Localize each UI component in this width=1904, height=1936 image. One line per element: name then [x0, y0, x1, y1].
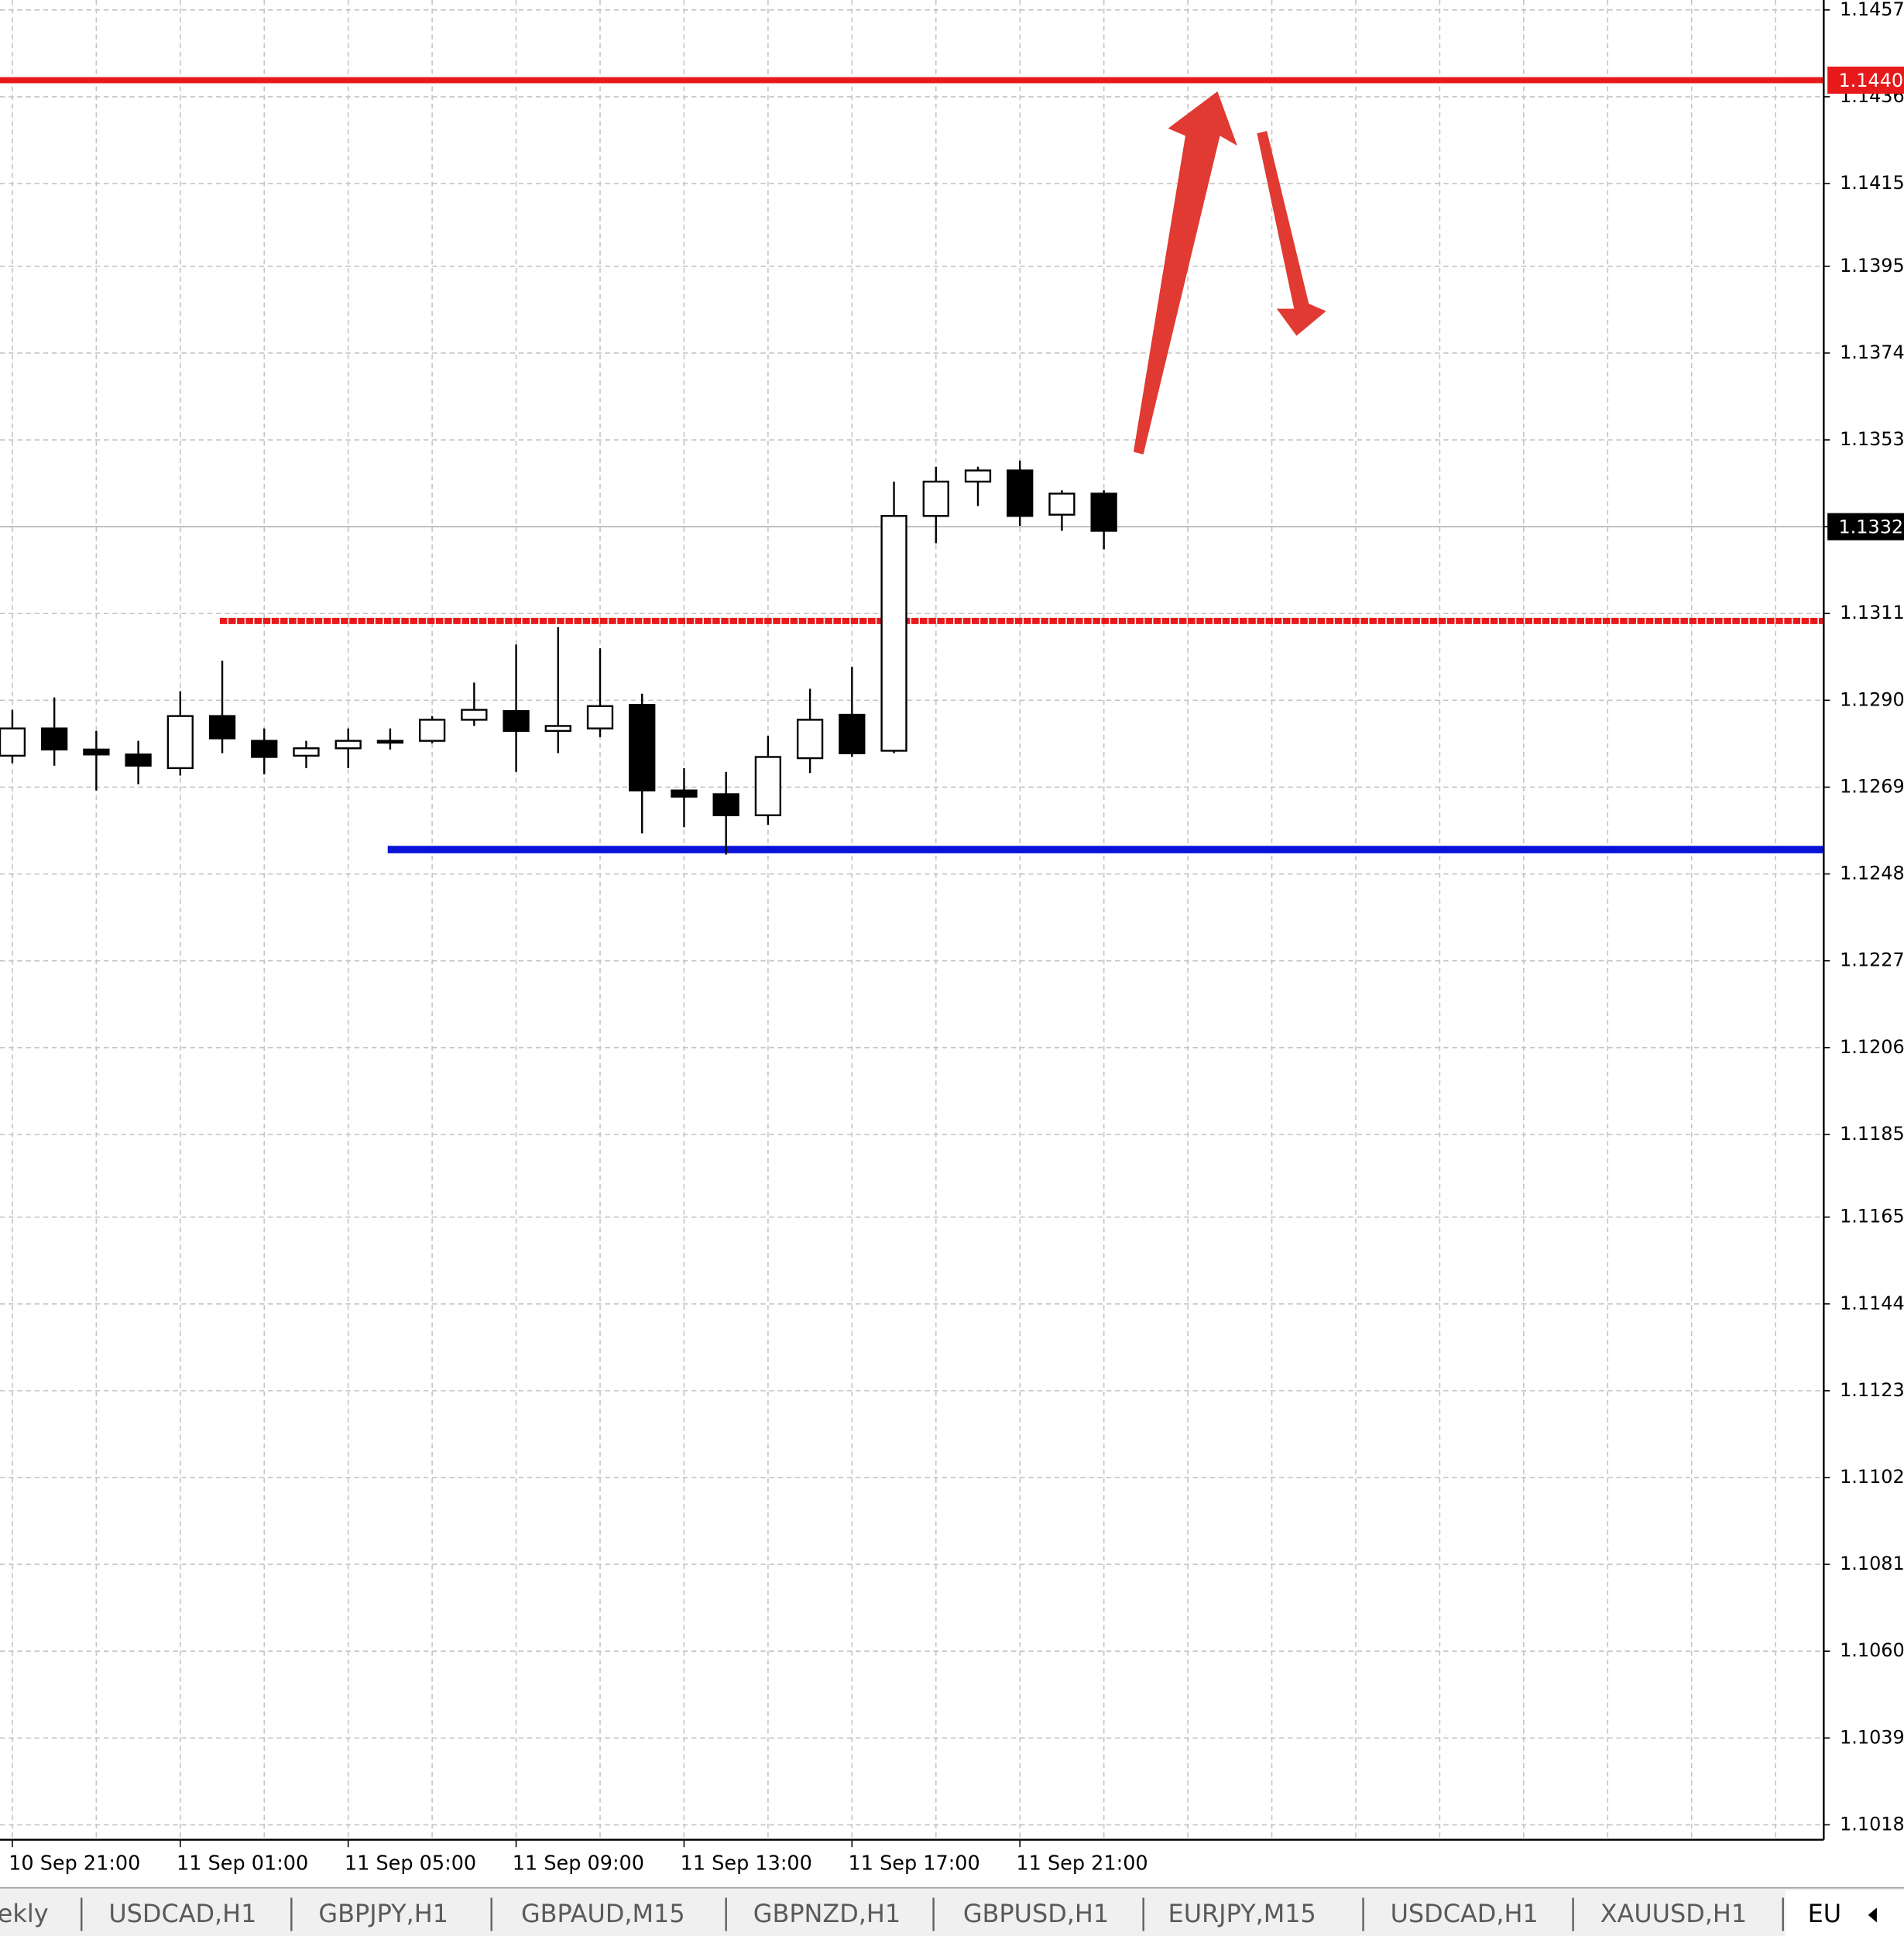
- candle-body: [922, 480, 949, 517]
- y-tick-label: 1.1039: [1840, 1726, 1904, 1748]
- y-tick-label: 1.1415: [1840, 172, 1904, 194]
- candle-body: [629, 704, 656, 791]
- candle-body: [586, 705, 614, 729]
- x-tick-label: 11 Sep 09:00: [513, 1852, 644, 1876]
- tab-scroll-arrow[interactable]: [1868, 1907, 1877, 1923]
- candle-body: [544, 725, 571, 733]
- tab-label[interactable]: EU: [1808, 1899, 1841, 1928]
- candle-body: [754, 756, 782, 816]
- candles: [0, 460, 1117, 855]
- candle-body: [251, 740, 278, 758]
- candle-body: [376, 740, 404, 744]
- candle-body: [166, 715, 194, 770]
- candle-body: [796, 719, 824, 760]
- y-tick-label: 1.1123: [1840, 1379, 1904, 1401]
- tab-label[interactable]: USDCAD,H1: [108, 1899, 256, 1928]
- y-tick-label: 1.1206: [1840, 1036, 1904, 1058]
- candle-body: [880, 515, 907, 752]
- y-tick-label: 1.1290: [1840, 688, 1904, 710]
- y-tick-label: 1.1311: [1840, 602, 1904, 623]
- candle-body: [0, 727, 26, 757]
- annotation-arrow-down: [1257, 131, 1326, 336]
- candle-body: [83, 748, 110, 756]
- axes: 1.14571.14361.14151.13951.13741.13531.13…: [9, 0, 1904, 1876]
- candle-body: [964, 469, 992, 483]
- y-tick-label: 1.1165: [1840, 1206, 1904, 1227]
- tab-label[interactable]: USDCAD,H1: [1391, 1899, 1539, 1928]
- tab-label[interactable]: GBPNZD,H1: [753, 1899, 901, 1928]
- x-tick-label: 11 Sep 01:00: [177, 1852, 308, 1876]
- active-tab: [1785, 1890, 1904, 1936]
- candle-body: [1048, 493, 1076, 516]
- y-tick-label: 1.1374: [1840, 342, 1904, 363]
- level-label: 1.1440: [1838, 70, 1903, 91]
- candle-body: [1090, 493, 1117, 532]
- y-tick-label: 1.1144: [1840, 1292, 1904, 1314]
- tab-label[interactable]: EURJPY,M15: [1168, 1899, 1316, 1928]
- candle-body: [125, 753, 152, 767]
- y-tick-label: 1.1102: [1840, 1466, 1904, 1488]
- tab-label[interactable]: XAUUSD,H1: [1600, 1899, 1747, 1928]
- candle-body: [1007, 469, 1034, 517]
- candle-body: [503, 710, 530, 733]
- x-tick-label: 11 Sep 05:00: [345, 1852, 476, 1876]
- candle-body: [334, 740, 362, 750]
- candle-body: [671, 789, 698, 798]
- candle-body: [712, 793, 739, 816]
- candle-body: [293, 747, 320, 757]
- x-tick-label: 11 Sep 17:00: [849, 1852, 980, 1876]
- tab-label[interactable]: ekly: [0, 1899, 49, 1928]
- tab-bar: [0, 1887, 1904, 1936]
- x-tick-label: 10 Sep 21:00: [9, 1852, 140, 1876]
- y-tick-label: 1.1227: [1840, 949, 1904, 971]
- tab-label[interactable]: GBPJPY,H1: [318, 1899, 448, 1928]
- y-tick-label: 1.1353: [1840, 428, 1904, 450]
- x-tick-label: 11 Sep 21:00: [1016, 1852, 1148, 1876]
- candle-body: [418, 719, 446, 742]
- candle-body: [41, 727, 68, 751]
- candle-body: [208, 715, 236, 740]
- y-tick-label: 1.1457: [1840, 0, 1904, 20]
- y-tick-label: 1.1018: [1840, 1813, 1904, 1835]
- y-tick-label: 1.1248: [1840, 863, 1904, 884]
- y-tick-label: 1.1185: [1840, 1123, 1904, 1145]
- grid: [0, 0, 1824, 1840]
- y-tick-label: 1.1060: [1840, 1639, 1904, 1661]
- level-label-box: [1827, 67, 1904, 94]
- last-price-label: 1.1332: [1838, 517, 1903, 538]
- tab-label[interactable]: GBPAUD,M15: [521, 1899, 685, 1928]
- last-price-box: [1827, 513, 1904, 541]
- tabs: ekly USDCAD,H1 GBPJPY,H1 GBPAUD,M15 GBPNZD,H…: [0, 1890, 1904, 1936]
- levels: [0, 77, 1824, 853]
- annotation-arrow-up: [1133, 91, 1237, 455]
- y-tick-label: 1.1081: [1840, 1553, 1904, 1574]
- tab-label[interactable]: GBPUSD,H1: [963, 1899, 1109, 1928]
- candle-body: [839, 713, 866, 754]
- y-tick-label: 1.1395: [1840, 255, 1904, 276]
- x-tick-label: 11 Sep 13:00: [681, 1852, 812, 1876]
- candle-body: [461, 709, 488, 721]
- y-tick-label: 1.1269: [1840, 775, 1904, 797]
